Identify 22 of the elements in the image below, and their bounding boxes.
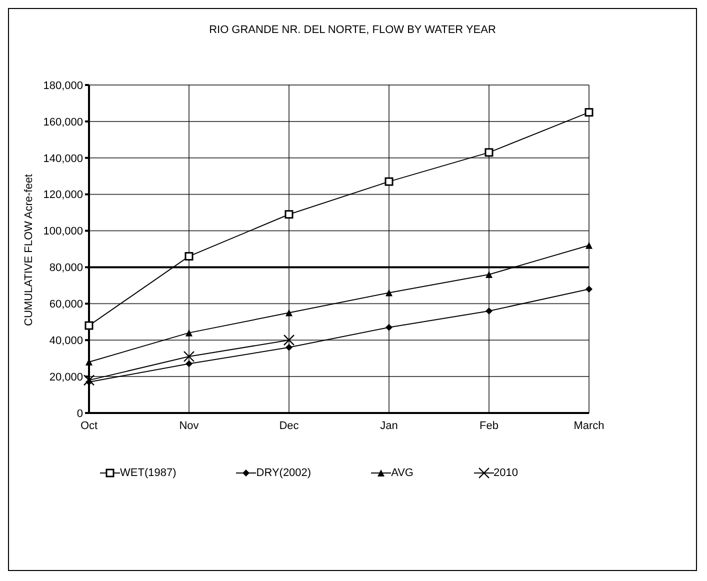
y-tick-label: 180,000 — [43, 80, 83, 92]
y-tick-label: 20,000 — [49, 371, 83, 384]
y-tick-label: 40,000 — [49, 335, 83, 348]
y-tick-label: 120,000 — [43, 189, 83, 202]
y-tick-label: 60,000 — [49, 298, 83, 311]
y-tick-label: 100,000 — [43, 226, 83, 238]
legend-label: 2010 — [494, 467, 518, 479]
y-tick-label: 0 — [76, 408, 83, 420]
legend-label: AVG — [391, 467, 414, 479]
y-axis-title: CUMULATIVE FLOW Acre-feet — [23, 173, 35, 328]
x-tick-label: March — [574, 420, 604, 432]
y-tick-label: 140,000 — [43, 152, 83, 165]
chart-title: RIO GRANDE NR. DEL NORTE, FLOW BY WATER YEAR — [208, 24, 497, 36]
x-tick-label: Feb — [480, 420, 498, 432]
y-tick-label: 160,000 — [43, 116, 83, 128]
legend-label: WET(1987) — [120, 467, 176, 479]
x-tick-label: Dec — [279, 420, 300, 432]
x-tick-label: Jan — [380, 420, 398, 432]
y-tick-label: 80,000 — [49, 262, 83, 274]
legend-label: DRY(2002) — [256, 467, 312, 479]
x-tick-label: Oct — [80, 420, 98, 432]
x-tick-label: Nov — [179, 420, 200, 432]
